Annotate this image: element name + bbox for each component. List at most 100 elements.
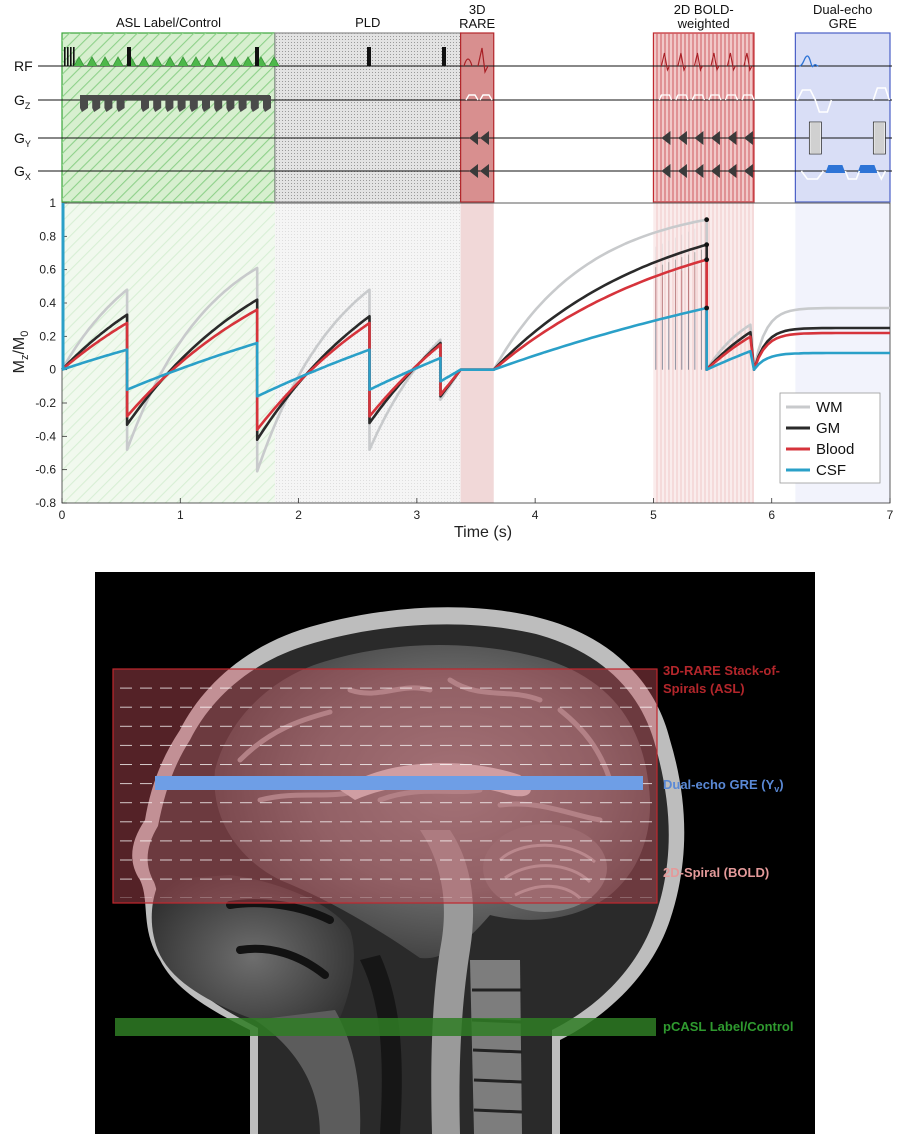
pulse-waveforms	[64, 47, 891, 181]
asl-rf-pulse	[151, 56, 163, 67]
asl-rf-pulse	[216, 56, 228, 67]
bold-peak-point-wm	[704, 217, 710, 223]
x-tick-label: 0	[59, 508, 66, 522]
gre-gz-gradient	[796, 87, 891, 113]
magnetization-plot: 0 1 2 3 4 5 6 7 -0.8 -0.6 -0.4 -0.2 0 0.2 0.4 0.6 0.8 1 W…	[35, 196, 893, 522]
trace-blood	[61, 258, 890, 431]
asl-rf-pulse	[242, 56, 254, 67]
asl-rf-pulse	[73, 56, 85, 67]
label-gre: Dual-echo GRE (Yv)	[663, 777, 784, 794]
x-tick-label: 7	[887, 508, 894, 522]
block-title-gre-line2: GRE	[829, 16, 858, 31]
asl-rf-pulse	[86, 56, 98, 67]
asl-saturation-pulse	[67, 47, 69, 66]
x-tick-label: 4	[532, 508, 539, 522]
legend-label-csf: CSF	[816, 462, 846, 479]
block-title-bold-line1: 2D BOLD-	[674, 2, 734, 17]
chart-block-shading	[62, 202, 890, 503]
bold-rf-pulse	[677, 52, 687, 72]
block-title-asl: ASL Label/Control	[116, 15, 221, 30]
bold-gy-gradient	[743, 131, 753, 145]
bold-peak-point-gm	[704, 242, 710, 248]
brainstem-spinal-cord	[420, 830, 474, 1134]
nasal-airway	[226, 899, 334, 979]
block-title-gre-line1: Dual-echo	[813, 2, 872, 17]
y-tick-label: 0.2	[39, 329, 56, 343]
legend-label-wm: WM	[816, 399, 843, 416]
asl-saturation-pulse	[73, 47, 75, 66]
bold-gx-gradient	[743, 164, 753, 178]
block-gre	[794, 32, 891, 203]
pld-pulse	[367, 47, 371, 66]
sequence-block-backgrounds	[61, 32, 891, 203]
bold-gz-gradient	[741, 94, 755, 101]
channel-label-rf: RF	[14, 58, 33, 74]
bold-rf-pulse	[743, 52, 753, 72]
magnetization-traces	[60, 203, 890, 473]
asl-rf-pulse	[138, 56, 150, 67]
asl-inversion-pulse	[127, 47, 131, 66]
y-tick-label: -0.2	[35, 396, 56, 410]
mri-sagittal-image: 3D-RARE Stack-of- Spirals (ASL) Dual-ech…	[95, 572, 815, 1134]
asl-saturation-pulse	[70, 47, 72, 66]
x-tick-label: 1	[177, 508, 184, 522]
bold-peak-point-csf	[704, 305, 710, 311]
bold-rf-pulse	[726, 52, 736, 72]
x-tick-label: 5	[650, 508, 657, 522]
block-shade-pattern-bold	[653, 202, 754, 503]
bold-rf-pulse	[710, 52, 720, 72]
y-tick-label: 0.6	[39, 263, 56, 277]
rare-gy-gradient	[469, 131, 489, 145]
bold-rf-pulse	[693, 52, 703, 72]
y-tick-label: 0.8	[39, 229, 56, 243]
x-tick-label: 6	[768, 508, 775, 522]
gre-slice	[155, 776, 643, 790]
gre-gx-rewinder	[844, 170, 887, 181]
x-tick-label: 3	[414, 508, 421, 522]
gre-gx-prewinder	[800, 170, 825, 180]
y-tick-label: -0.6	[35, 463, 56, 477]
vertebral-column	[470, 960, 522, 1134]
chart-legend: WM GM Blood CSF	[779, 392, 881, 484]
bold-gz-gradient	[675, 94, 689, 101]
trace-csf	[61, 306, 890, 398]
channel-label-gy: GY	[14, 130, 31, 149]
asl-rf-pulse	[268, 56, 280, 67]
block-pattern-asl	[62, 33, 275, 202]
y-axis-label: Mz/M0	[11, 331, 31, 374]
y-tick-label: 0	[49, 363, 56, 377]
y-tick-label: 1	[49, 196, 56, 210]
asl-gz-plateau	[80, 95, 270, 100]
bold-gz-gradient	[658, 94, 673, 101]
neck-tissue	[255, 1010, 361, 1134]
bold-gy-gradient	[677, 131, 687, 145]
bold-gx-gradient	[677, 164, 687, 178]
bold-gy-gradient	[661, 131, 671, 145]
asl-rf-pulse	[203, 56, 215, 67]
x-tick-label: 2	[295, 508, 302, 522]
rare-gx-gradient	[469, 164, 489, 178]
bold-gy-gradient	[694, 131, 704, 145]
pcasl-label-plane	[115, 1018, 656, 1036]
gre-gx-readout-1	[825, 165, 846, 173]
asl-rf-pulse	[112, 56, 124, 67]
asl-rf-pulse	[177, 56, 189, 67]
bold-rf-pulse	[660, 52, 670, 72]
trace-wm	[60, 218, 890, 473]
y-tick-label: -0.4	[35, 429, 56, 443]
bold-gx-gradient	[727, 164, 737, 178]
asl-rf-pulse	[190, 56, 202, 67]
block-shade-rare	[460, 202, 494, 503]
block-title-rare-line2: RARE	[459, 16, 495, 31]
asl-rf-pulse	[229, 56, 241, 67]
face	[151, 875, 354, 1040]
rare-rf-pulse	[463, 47, 489, 75]
block-shade-pattern-asl	[62, 202, 275, 503]
bold-gx-gradient	[661, 164, 671, 178]
block-title-rare-line1: 3D	[469, 2, 486, 17]
channel-label-gx: GX	[14, 163, 31, 182]
gre-gx-readout-2	[857, 165, 878, 173]
block-pattern-bold	[653, 33, 754, 202]
